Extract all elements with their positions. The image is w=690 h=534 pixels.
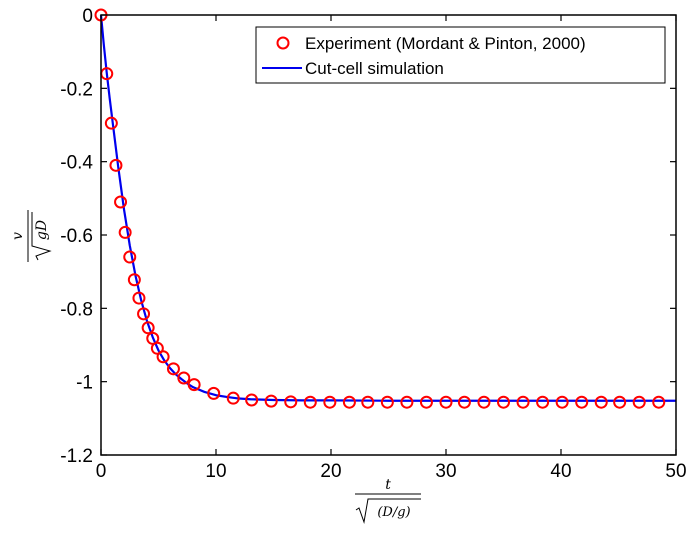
y-label-denominator: gD	[34, 220, 50, 240]
y-tick-label: -1	[76, 373, 93, 394]
x-axis: 0 10 20 30 40 50	[96, 15, 687, 482]
series-line-simulation	[99, 14, 676, 402]
x-tick-label: 30	[435, 461, 456, 482]
experiment-point	[226, 391, 240, 405]
x-label-numerator: t	[385, 477, 391, 493]
experiment-point	[207, 386, 221, 400]
x-tick-label: 50	[665, 461, 686, 482]
experiment-point	[104, 116, 118, 130]
legend: Experiment (Mordant & Pinton, 2000) Cut-…	[255, 26, 666, 84]
experiment-point	[457, 395, 471, 409]
experiment-point	[439, 395, 453, 409]
experiment-point	[419, 395, 433, 409]
experiment-point	[516, 395, 530, 409]
experiment-point	[594, 395, 608, 409]
x-label-denominator: (D/g)	[377, 505, 410, 520]
experiment-point	[127, 273, 141, 287]
experiment-point	[323, 395, 337, 409]
experiment-point	[187, 378, 201, 392]
experiment-point	[477, 395, 491, 409]
axes-frame	[100, 14, 677, 456]
experiment-point	[245, 393, 259, 407]
experiment-point	[380, 395, 394, 409]
experiment-point	[342, 395, 356, 409]
plot-area	[101, 15, 676, 455]
experiment-point	[141, 321, 155, 335]
y-tick-label: -0.2	[60, 79, 93, 100]
experiment-point	[361, 395, 375, 409]
y-tick-label: -0.4	[60, 153, 93, 174]
y-axis-label: v gD	[10, 210, 52, 262]
experiment-point	[118, 225, 132, 239]
y-tick-label: -1.2	[60, 446, 93, 467]
experiment-point	[400, 395, 414, 409]
legend-box	[255, 26, 666, 84]
experiment-point	[264, 394, 278, 408]
experiment-point	[123, 250, 137, 264]
x-tick-label: 20	[320, 461, 341, 482]
y-label-sqrt-sign	[31, 212, 52, 261]
experiment-point	[632, 395, 646, 409]
experiment-point	[177, 371, 191, 385]
legend-label-simulation: Cut-cell simulation	[305, 59, 444, 78]
x-label-sqrt-sign	[355, 498, 421, 524]
x-tick-label: 10	[205, 461, 226, 482]
experiment-point	[109, 158, 123, 172]
experiment-point	[284, 395, 298, 409]
y-label-numerator: v	[10, 232, 26, 240]
experiment-point	[156, 350, 170, 364]
experiment-point	[652, 395, 666, 409]
x-tick-label: 40	[550, 461, 571, 482]
y-tick-label: -0.8	[60, 299, 93, 320]
experiment-point	[114, 195, 128, 209]
y-axis: 0 -0.2 -0.4 -0.6 -0.8 -1 -1.2	[60, 6, 676, 467]
experiment-point	[132, 291, 146, 305]
experiment-point	[613, 395, 627, 409]
experiment-point	[166, 362, 180, 376]
x-tick-label: 0	[96, 461, 107, 482]
experiment-point	[536, 395, 550, 409]
experiment-point	[555, 395, 569, 409]
y-tick-label: 0	[82, 6, 93, 27]
legend-marker-experiment	[276, 36, 290, 50]
experiment-point	[137, 307, 151, 321]
experiment-point	[497, 395, 510, 409]
experiment-point	[575, 395, 589, 409]
legend-label-experiment: Experiment (Mordant & Pinton, 2000)	[305, 34, 586, 53]
y-tick-label: -0.6	[60, 226, 93, 247]
experiment-point	[303, 395, 317, 409]
x-axis-label: t (D/g)	[355, 477, 421, 524]
